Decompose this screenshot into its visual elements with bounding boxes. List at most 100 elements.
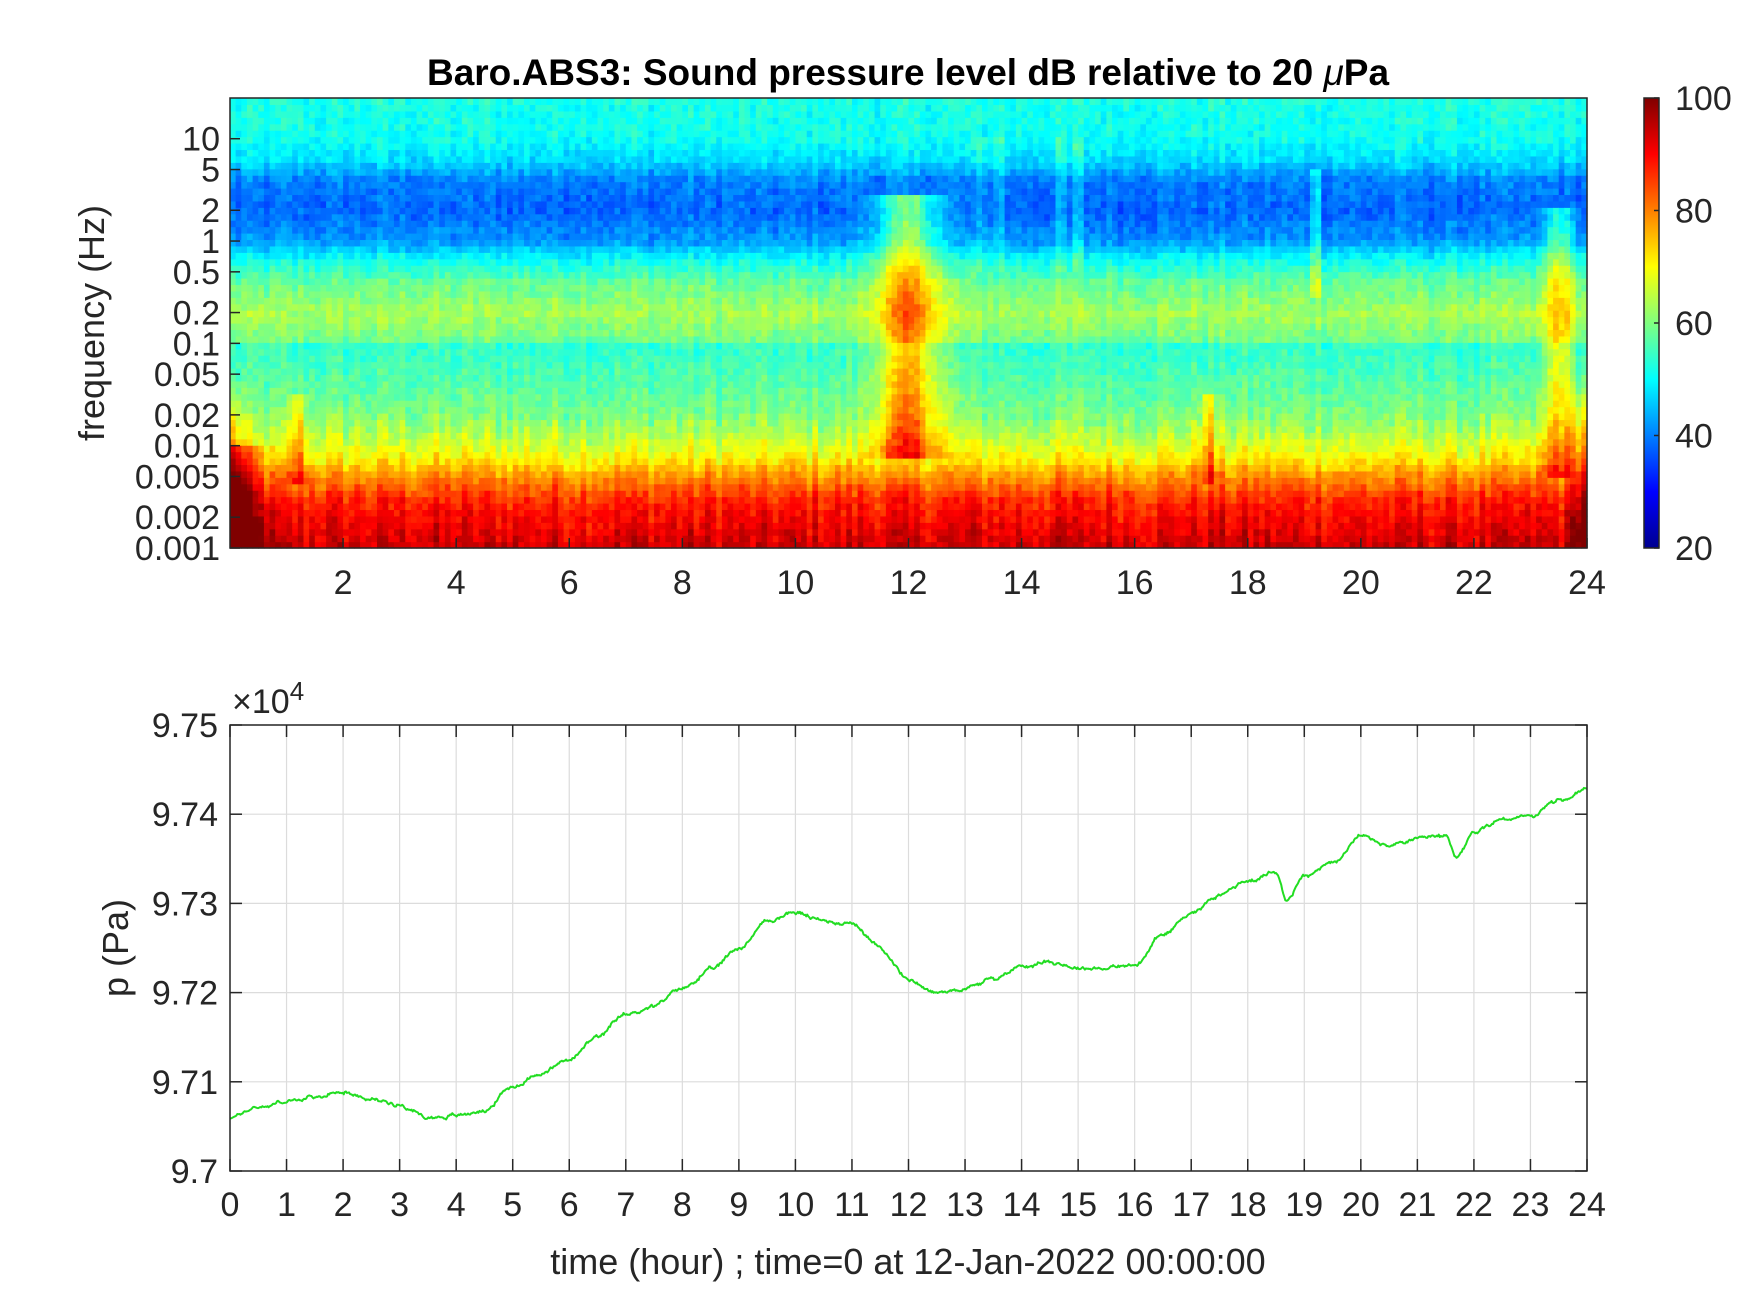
heatmap-cell [529,509,536,517]
heatmap-cell [241,361,248,369]
heatmap-cell [241,155,248,163]
heatmap-cell [348,168,355,176]
heatmap-cell [518,503,525,511]
heatmap-cell [620,509,627,517]
heatmap-cell [439,239,446,247]
heatmap-cell [263,136,271,144]
heatmap-cell [360,335,367,343]
heatmap-cell [507,207,514,215]
heatmap-cell [608,393,616,401]
heatmap-cell [303,200,310,208]
heatmap-cell [546,194,553,202]
heatmap-cell [354,258,361,266]
heatmap-cell [241,143,248,151]
heatmap-cell [275,413,282,421]
heatmap-cell [241,387,248,395]
heatmap-cell [614,335,621,343]
heatmap-cell [360,496,367,504]
heatmap-cell [591,374,599,382]
heatmap-cell [529,155,536,163]
heatmap-cell [230,522,237,530]
heatmap-cell [433,458,440,466]
heatmap-cell [348,458,355,466]
heatmap-cell [388,213,395,221]
heatmap-cell [591,130,599,138]
heatmap-cell [269,143,276,151]
heatmap-cell [309,149,316,157]
heatmap-cell [439,284,446,292]
heatmap-cell [269,149,276,157]
heatmap-cell [399,438,406,446]
heatmap-cell [365,117,372,125]
heatmap-cell [377,329,384,337]
heatmap-cell [557,290,565,298]
heatmap-cell [456,265,463,273]
heatmap-cell [326,226,333,234]
heatmap-cell [484,483,491,491]
heatmap-cell [484,406,491,414]
heatmap-cell [314,226,322,234]
heatmap-cell [501,496,508,504]
heatmap-cell [252,400,259,408]
heatmap-cell [399,342,406,350]
heatmap-cell [371,220,378,228]
heatmap-cell [484,515,491,523]
heatmap-cell [603,175,610,183]
heatmap-cell [382,181,389,189]
heatmap-cell [473,470,480,478]
heatmap-cell [444,509,452,517]
heatmap-cell [269,458,276,466]
heatmap-cell [258,200,265,208]
heatmap-cell [625,522,633,530]
heatmap-cell [263,104,271,112]
heatmap-cell [297,458,305,466]
heatmap-cell [286,400,293,408]
heatmap-cell [337,104,344,112]
heatmap-cell [241,419,248,427]
heatmap-cell [478,290,486,298]
heatmap-cell [388,104,395,112]
heatmap-cell [241,464,248,472]
heatmap-cell [580,393,587,401]
heatmap-cell [614,155,621,163]
heatmap-cell [591,168,599,176]
heatmap-cell [580,290,587,298]
heatmap-cell [444,278,452,286]
heatmap-cell [314,117,322,125]
heatmap-cell [286,329,293,337]
heatmap-cell [484,503,491,511]
heatmap-cell [252,515,259,523]
heatmap-cell [303,342,310,350]
heatmap-cell [427,374,435,382]
heatmap-cell [286,393,293,401]
heatmap-cell [484,271,491,279]
heatmap-cell [557,419,565,427]
heatmap-cell [546,168,553,176]
heatmap-cell [461,470,469,478]
heatmap-cell [377,361,384,369]
heatmap-cell [410,445,418,453]
heatmap-cell [303,355,310,363]
heatmap-cell [456,303,463,311]
heatmap-cell [314,181,322,189]
heatmap-cell [569,374,576,382]
heatmap-cell [461,143,469,151]
heatmap-cell [512,303,519,311]
heatmap-cell [591,149,599,157]
heatmap-cell [377,509,384,517]
heatmap-cell [258,290,265,298]
heatmap-cell [348,194,355,202]
heatmap-cell [427,368,435,376]
heatmap-cell [512,445,519,453]
heatmap-cell [620,233,627,241]
heatmap-cell [518,290,525,298]
heatmap-cell [280,477,288,485]
heatmap-cell [388,290,395,298]
heatmap-cell [309,535,316,543]
heatmap-cell [574,528,582,536]
heatmap-cell [608,290,616,298]
heatmap-cell [620,136,627,144]
heatmap-cell [410,226,418,234]
heatmap-cell [614,368,621,376]
heatmap-cell [269,175,276,183]
